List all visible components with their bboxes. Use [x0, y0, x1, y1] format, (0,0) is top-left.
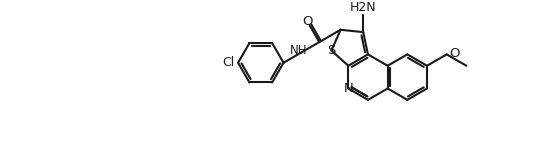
Text: O: O [450, 47, 460, 60]
Text: H2N: H2N [350, 1, 376, 14]
Text: Cl: Cl [222, 56, 234, 69]
Text: NH: NH [289, 44, 307, 57]
Text: O: O [302, 15, 313, 28]
Text: N: N [343, 82, 353, 95]
Text: S: S [327, 44, 335, 57]
